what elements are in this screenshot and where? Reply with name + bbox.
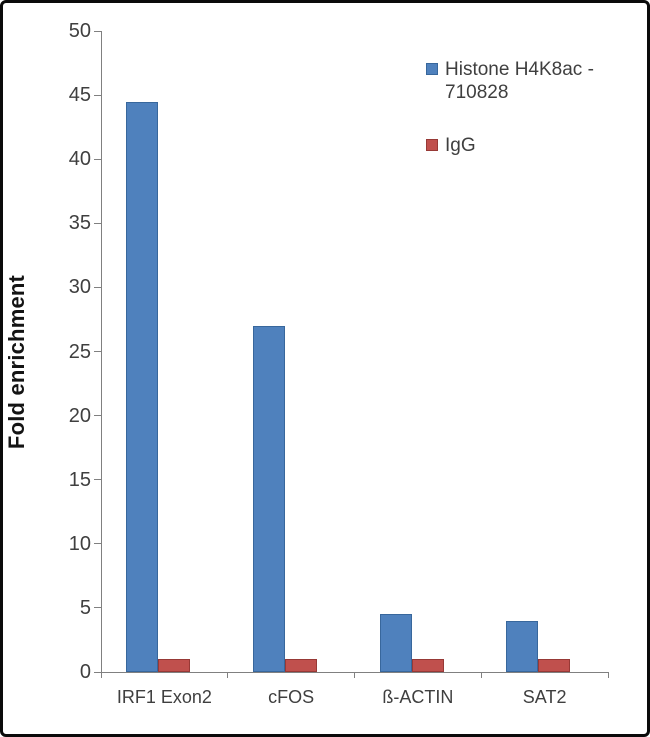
y-tick-mark xyxy=(94,479,101,481)
bar-igg xyxy=(538,659,571,672)
x-category-label: SAT2 xyxy=(522,687,567,707)
y-tick-label: 15 xyxy=(68,468,91,491)
y-tick-label: 40 xyxy=(68,148,91,171)
y-tick-mark xyxy=(94,30,101,32)
y-tick-mark xyxy=(94,543,101,545)
x-category-label: cFOS xyxy=(268,687,315,707)
x-category-label: ß-ACTIN xyxy=(382,687,454,707)
y-tick-mark xyxy=(94,671,101,673)
y-tick-label: 30 xyxy=(68,276,91,299)
y-tick-mark xyxy=(94,351,101,352)
legend-item: Histone H4K8ac - 710828 xyxy=(426,58,616,104)
y-tick-mark xyxy=(94,415,101,417)
legend-label: IgG xyxy=(445,135,476,156)
x-tick-mark xyxy=(480,672,482,678)
bar-histone-h4k8ac xyxy=(252,325,285,672)
bar-igg xyxy=(411,659,444,672)
x-tick-mark xyxy=(354,672,355,678)
y-tick-mark xyxy=(94,158,101,160)
bar-igg xyxy=(284,659,317,672)
bar-histone-h4k8ac xyxy=(126,101,158,672)
x-tick-mark xyxy=(100,672,102,678)
y-tick-mark xyxy=(94,222,101,224)
bar-histone-h4k8ac xyxy=(506,620,539,672)
legend-item: IgG xyxy=(426,134,616,157)
y-tick-label: 25 xyxy=(68,340,91,363)
y-tick-label: 5 xyxy=(79,596,91,619)
x-tick-mark xyxy=(607,672,609,678)
bar-histone-h4k8ac xyxy=(379,614,412,672)
plot-area xyxy=(94,30,609,678)
legend-label: Histone H4K8ac - 710828 xyxy=(445,59,594,103)
y-tick-label: 10 xyxy=(68,532,91,555)
y-tick-label: 20 xyxy=(68,404,91,427)
y-tick-label: 50 xyxy=(68,20,91,42)
y-tick-label: 35 xyxy=(68,212,91,235)
y-axis-line xyxy=(101,31,102,672)
y-tick-mark xyxy=(94,286,101,288)
y-tick-label: 0 xyxy=(79,661,91,683)
y-tick-mark xyxy=(94,94,101,96)
x-tick-mark xyxy=(227,672,229,678)
x-category-label: IRF1 Exon2 xyxy=(116,687,212,707)
y-tick-mark xyxy=(94,607,101,609)
legend-swatch-icon xyxy=(426,139,438,151)
bar-igg xyxy=(158,659,190,672)
y-tick-label: 45 xyxy=(68,84,91,107)
legend-swatch-icon xyxy=(426,63,438,75)
legend: Histone H4K8ac - 710828 IgG xyxy=(426,58,616,157)
